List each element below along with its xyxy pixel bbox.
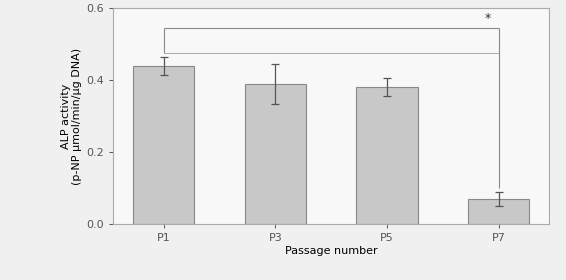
Y-axis label: ALP activity
(p-NP μmol/min/μg DNA): ALP activity (p-NP μmol/min/μg DNA) <box>61 48 82 185</box>
Bar <box>468 199 529 224</box>
X-axis label: Passage number: Passage number <box>285 246 378 256</box>
Bar <box>356 87 418 224</box>
Text: *: * <box>484 11 491 25</box>
Bar <box>133 66 194 224</box>
Bar <box>245 84 306 224</box>
